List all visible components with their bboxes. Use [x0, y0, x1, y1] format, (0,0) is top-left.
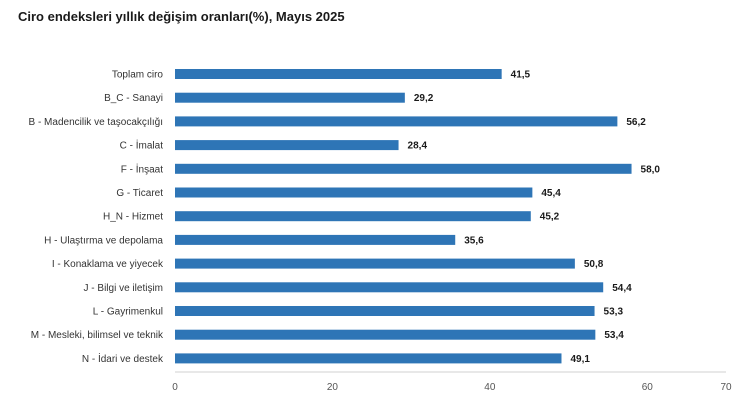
bar: [175, 329, 596, 340]
data-label: 45,2: [540, 212, 560, 223]
bar: [175, 353, 562, 364]
x-tick-label: 70: [720, 382, 732, 393]
category-label: N - İdari ve destek: [82, 352, 164, 365]
bar: [175, 306, 595, 316]
bar: [175, 187, 533, 198]
category-label: C - İmalat: [120, 139, 164, 152]
bar: [175, 211, 531, 222]
bar: [175, 234, 456, 245]
category-label: L - Gayrimenkul: [93, 307, 163, 318]
data-label: 45,4: [541, 188, 561, 199]
data-label: 29,2: [414, 93, 434, 104]
data-label: 35,6: [464, 235, 484, 246]
category-label: H_N - Hizmet: [103, 212, 163, 223]
data-label: 50,8: [584, 259, 604, 270]
bar: [175, 140, 399, 151]
category-label: H - Ulaştırma ve depolama: [44, 235, 163, 246]
bar: [175, 69, 502, 79]
category-label: J - Bilgi ve iletişim: [84, 283, 163, 294]
category-label: Toplam ciro: [112, 70, 164, 81]
bar: [175, 258, 575, 269]
category-label: M - Mesleki, bilimsel ve teknik: [31, 330, 164, 341]
data-label: 56,2: [626, 117, 646, 128]
category-label: G - Ticaret: [116, 188, 163, 199]
data-label: 41,5: [511, 70, 531, 81]
x-tick-label: 20: [327, 382, 339, 393]
x-tick-label: 0: [172, 382, 178, 393]
data-label: 53,4: [604, 330, 624, 341]
bar: [175, 116, 618, 127]
data-label: 53,3: [604, 307, 624, 318]
data-label: 54,4: [612, 283, 632, 294]
bar: [175, 163, 632, 174]
x-tick-label: 40: [484, 382, 496, 393]
category-label: I - Konaklama ve yiyecek: [52, 259, 164, 270]
bar: [175, 282, 604, 293]
x-tick-label: 60: [642, 382, 654, 393]
category-label: F - İnşaat: [121, 162, 163, 175]
category-label: B_C - Sanayi: [104, 93, 163, 104]
data-label: 58,0: [641, 164, 661, 175]
chart-title: Ciro endeksleri yıllık değişim oranları(…: [18, 9, 345, 24]
bar: [175, 92, 405, 103]
data-label: 28,4: [408, 141, 428, 152]
data-label: 49,1: [570, 354, 590, 365]
category-label: B - Madencilik ve taşocakçılığı: [29, 117, 164, 128]
